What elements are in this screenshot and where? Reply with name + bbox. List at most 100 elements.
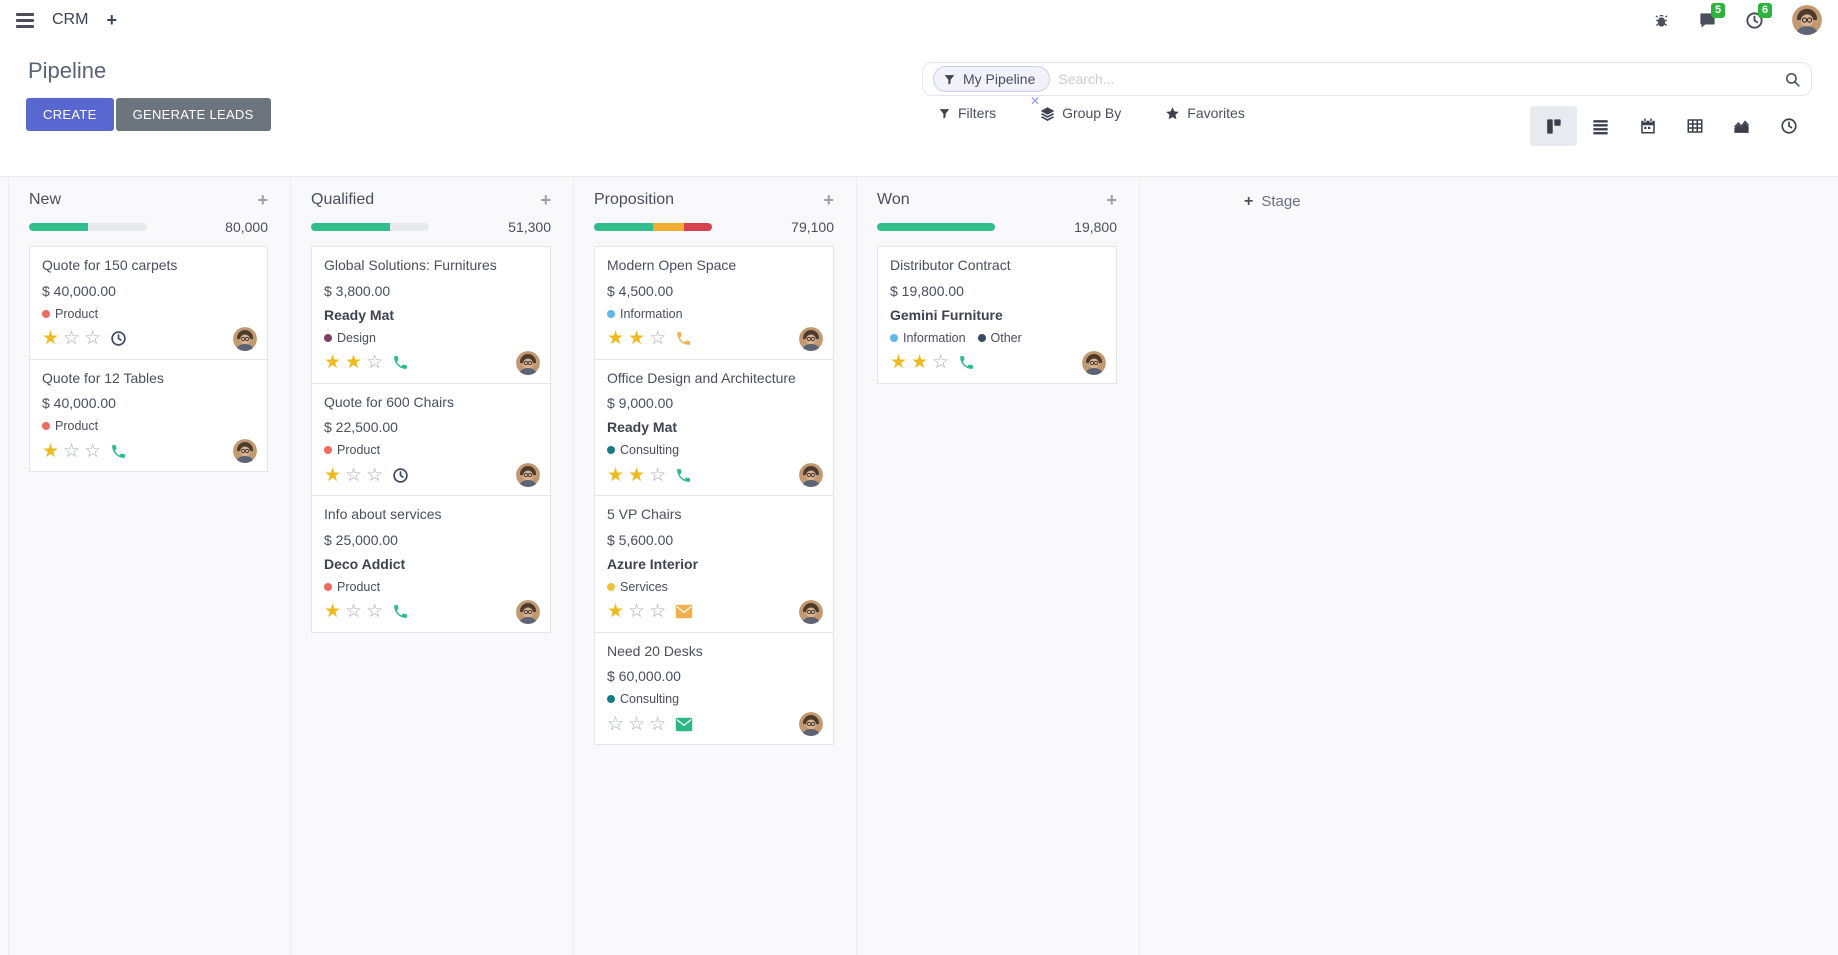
envelope-activity-icon[interactable]: [675, 604, 693, 619]
star-icon[interactable]: ★: [324, 601, 342, 622]
calendar-view-button[interactable]: [1624, 106, 1671, 146]
star-icon[interactable]: ☆: [366, 352, 384, 373]
clock-activity-icon[interactable]: [392, 467, 409, 484]
search-icon[interactable]: [1784, 71, 1801, 88]
salesperson-avatar[interactable]: [799, 712, 823, 736]
salesperson-avatar[interactable]: [799, 599, 823, 624]
priority-stars[interactable]: ★ ★ ☆: [607, 466, 666, 485]
star-icon[interactable]: ☆: [628, 713, 646, 735]
activity-view-button[interactable]: [1765, 106, 1812, 146]
star-icon[interactable]: ★: [890, 352, 908, 373]
phone-activity-icon[interactable]: [110, 443, 127, 460]
star-icon[interactable]: ★: [628, 328, 646, 349]
star-icon[interactable]: ★: [607, 328, 625, 349]
kanban-card[interactable]: 5 VP Chairs $ 5,600.00 Azure Interior Servi…: [594, 495, 834, 633]
priority-stars[interactable]: ★ ☆ ☆: [42, 442, 101, 461]
star-icon[interactable]: ☆: [63, 440, 81, 462]
priority-stars[interactable]: ★ ★ ☆: [607, 329, 666, 348]
star-icon[interactable]: ☆: [84, 328, 102, 349]
star-icon[interactable]: ☆: [366, 601, 384, 622]
facet-remove-icon[interactable]: ✕: [1030, 94, 1041, 108]
search-facet-my-pipeline[interactable]: My Pipeline: [933, 66, 1051, 92]
graph-view-button[interactable]: [1718, 106, 1765, 146]
create-button[interactable]: CREATE: [26, 98, 114, 131]
star-icon[interactable]: ★: [628, 464, 646, 486]
progress-segment[interactable]: [653, 223, 684, 231]
clock-activity-icon[interactable]: [110, 330, 127, 347]
kanban-card[interactable]: Distributor Contract $ 19,800.00 Gemini Fu…: [877, 246, 1117, 384]
kanban-card[interactable]: Info about services $ 25,000.00 Deco Addic…: [311, 495, 551, 633]
star-icon[interactable]: ☆: [649, 601, 667, 622]
salesperson-avatar[interactable]: [1082, 350, 1106, 375]
messages-icon[interactable]: 5: [1698, 2, 1726, 30]
star-icon[interactable]: ☆: [366, 464, 384, 486]
salesperson-avatar[interactable]: [799, 326, 823, 351]
pivot-view-button[interactable]: [1671, 106, 1718, 146]
bug-icon[interactable]: [1653, 12, 1670, 29]
favorites-button[interactable]: Favorites: [1165, 105, 1245, 121]
priority-stars[interactable]: ★ ★ ☆: [324, 353, 383, 372]
salesperson-avatar[interactable]: [516, 350, 540, 375]
phone-activity-icon[interactable]: [392, 603, 409, 620]
filters-button[interactable]: Filters: [938, 105, 996, 121]
kanban-view-button[interactable]: [1530, 106, 1577, 146]
star-icon[interactable]: ★: [42, 440, 60, 462]
group-by-button[interactable]: Group By: [1040, 105, 1121, 121]
star-icon[interactable]: ☆: [345, 464, 363, 486]
app-name[interactable]: CRM: [52, 11, 89, 28]
kanban-card[interactable]: Modern Open Space $ 4,500.00 Information ★ ★…: [594, 246, 834, 360]
priority-stars[interactable]: ★ ☆ ☆: [42, 329, 101, 348]
priority-stars[interactable]: ★ ☆ ☆: [607, 602, 666, 621]
add-stage-button[interactable]: + Stage: [1140, 177, 1301, 955]
column-add-icon[interactable]: +: [257, 190, 268, 210]
salesperson-avatar[interactable]: [233, 326, 257, 351]
progress-segment[interactable]: [594, 223, 653, 231]
star-icon[interactable]: ☆: [607, 713, 625, 735]
salesperson-avatar[interactable]: [799, 463, 823, 487]
column-add-icon[interactable]: +: [1106, 190, 1117, 210]
column-progressbar[interactable]: [29, 223, 147, 231]
star-icon[interactable]: ★: [607, 601, 625, 622]
kanban-card[interactable]: Quote for 12 Tables $ 40,000.00 Product ★ ☆ ☆: [29, 358, 268, 472]
list-view-button[interactable]: [1577, 106, 1624, 146]
column-add-icon[interactable]: +: [823, 190, 834, 210]
kanban-card[interactable]: Global Solutions: Furnitures $ 3,800.00 Re…: [311, 246, 551, 384]
kanban-card[interactable]: Quote for 600 Chairs $ 22,500.00 Product ★ ☆…: [311, 382, 551, 496]
kanban-card[interactable]: Quote for 150 carpets $ 40,000.00 Product ★…: [29, 246, 268, 360]
priority-stars[interactable]: ★ ☆ ☆: [324, 602, 383, 621]
star-icon[interactable]: ☆: [84, 440, 102, 462]
phone-activity-icon[interactable]: [392, 354, 409, 371]
progress-segment[interactable]: [311, 223, 391, 231]
apps-menu-icon[interactable]: [16, 12, 34, 28]
star-icon[interactable]: ☆: [649, 328, 667, 349]
progress-segment[interactable]: [88, 223, 147, 231]
salesperson-avatar[interactable]: [233, 439, 257, 463]
navbar-add-icon[interactable]: +: [106, 9, 117, 30]
progress-segment[interactable]: [29, 223, 88, 231]
star-icon[interactable]: ☆: [628, 601, 646, 622]
progress-segment[interactable]: [683, 223, 712, 231]
star-icon[interactable]: ☆: [649, 464, 667, 486]
phone-activity-icon[interactable]: [675, 330, 692, 347]
phone-activity-icon[interactable]: [958, 354, 975, 371]
kanban-card[interactable]: Office Design and Architecture $ 9,000.00…: [594, 358, 834, 496]
star-icon[interactable]: ★: [42, 328, 60, 349]
star-icon[interactable]: ☆: [932, 352, 950, 373]
progress-segment[interactable]: [390, 223, 429, 231]
salesperson-avatar[interactable]: [516, 463, 540, 487]
star-icon[interactable]: ★: [345, 352, 363, 373]
generate-leads-button[interactable]: GENERATE LEADS: [115, 98, 271, 131]
column-progressbar[interactable]: [311, 223, 429, 231]
star-icon[interactable]: ★: [911, 352, 929, 373]
priority-stars[interactable]: ☆ ☆ ☆: [607, 715, 666, 734]
priority-stars[interactable]: ★ ☆ ☆: [324, 466, 383, 485]
kanban-card[interactable]: Need 20 Desks $ 60,000.00 Consulting ☆ ☆ ☆: [594, 631, 834, 745]
star-icon[interactable]: ★: [324, 352, 342, 373]
star-icon[interactable]: ☆: [63, 328, 81, 349]
salesperson-avatar[interactable]: [516, 599, 540, 624]
column-progressbar[interactable]: [594, 223, 712, 231]
user-avatar[interactable]: [1792, 5, 1822, 35]
envelope-activity-icon[interactable]: [675, 717, 693, 732]
phone-activity-icon[interactable]: [675, 467, 692, 484]
star-icon[interactable]: ☆: [345, 601, 363, 622]
